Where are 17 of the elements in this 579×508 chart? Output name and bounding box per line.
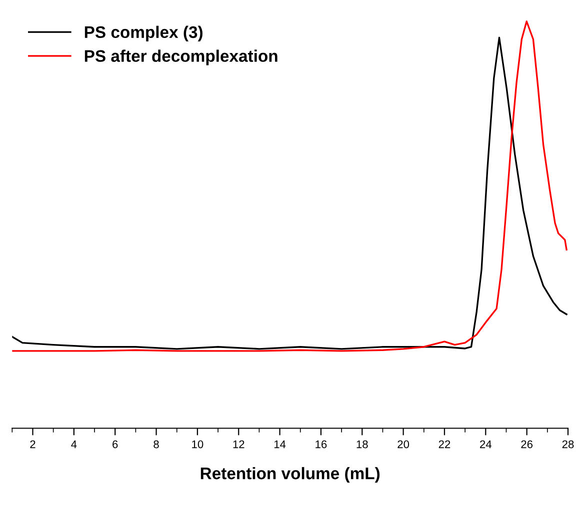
x-tick-label: 24 (480, 440, 492, 448)
x-tick-label: 26 (521, 440, 533, 448)
x-tick-label: 8 (154, 440, 159, 448)
x-tick-label: 16 (316, 440, 327, 448)
x-tick-label: 6 (112, 440, 118, 448)
x-tick-label: 18 (356, 440, 368, 448)
x-axis-title: Retention volume (mL) (200, 467, 380, 483)
x-tick-label: 20 (398, 440, 410, 448)
x-tick-label: 28 (562, 440, 574, 448)
x-tick-label: 14 (274, 440, 286, 448)
x-tick-label: 12 (233, 440, 244, 448)
x-tick-label: 10 (192, 440, 204, 448)
x-tick-label: 22 (438, 440, 450, 448)
legend-label: PS complex (3) (84, 26, 202, 42)
x-tick-label: 4 (71, 440, 77, 448)
x-tick-label: 2 (30, 440, 36, 448)
legend-label: PS after decomplexation (84, 50, 278, 66)
